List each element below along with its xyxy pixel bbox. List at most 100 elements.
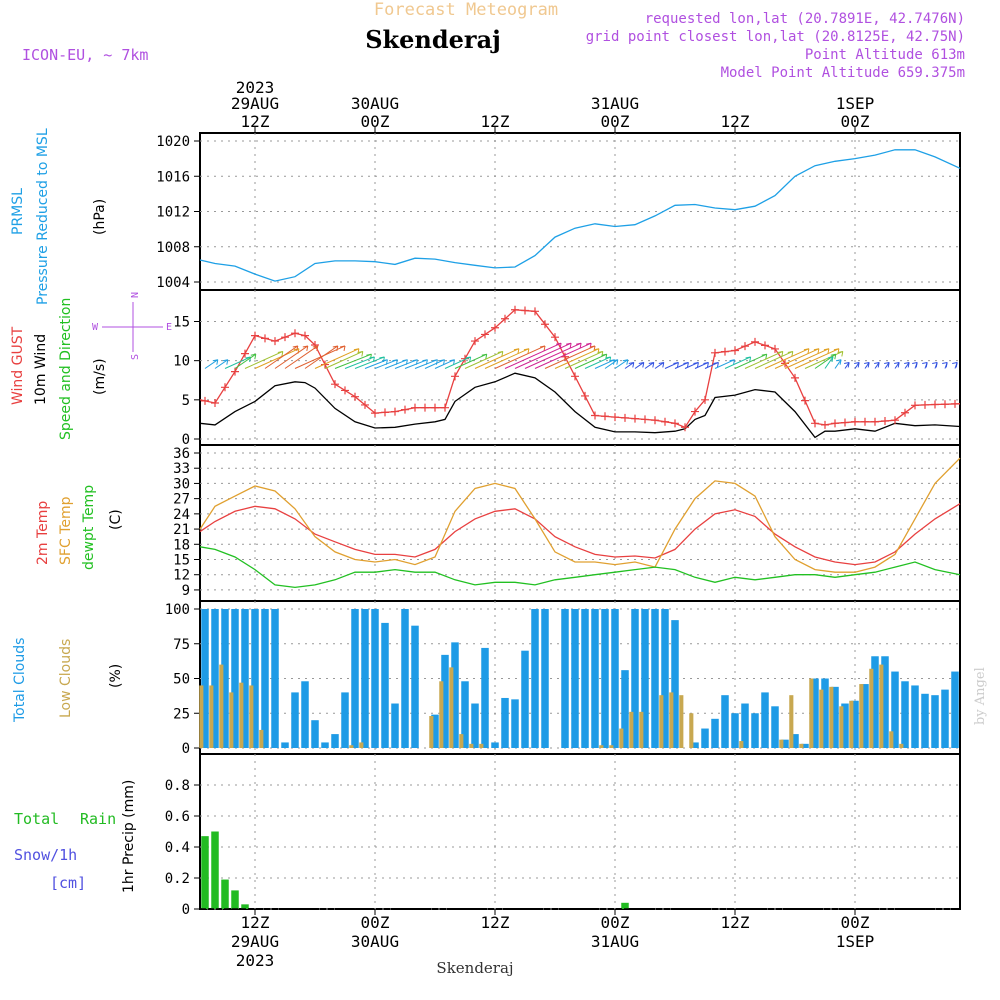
cloud-low-bar [669, 692, 674, 748]
wind-arrow [244, 350, 284, 369]
top-date-label: 30AUG [351, 94, 399, 113]
tick-label: 21 [173, 522, 190, 538]
gust-marker [591, 411, 599, 420]
cloud-total-bar [471, 703, 479, 748]
wind-arrow-head [465, 356, 472, 363]
wind-arrow-head [904, 361, 910, 368]
wind-arrow-head [648, 361, 655, 368]
cloud-total-bar [231, 609, 239, 748]
wind-arrow-head [761, 353, 768, 360]
gust-marker [831, 419, 839, 428]
cloud-total-bar [591, 609, 599, 748]
tick-label: 5 [182, 393, 190, 409]
cloud-total-bar [741, 703, 749, 748]
cloud-total-bar [461, 681, 469, 748]
wind-arrow-head [854, 361, 860, 368]
wind-arrow-head [449, 359, 456, 365]
cloud-low-bar [629, 711, 634, 748]
tick-label: 18 [173, 537, 190, 553]
tick-label: 1016 [156, 169, 190, 185]
wind-arrow-head [745, 356, 752, 363]
wind-arrow [274, 345, 309, 369]
precip-label-total: Total [14, 810, 59, 828]
cloud-total-bar [531, 609, 539, 748]
wind-arrow-head [312, 345, 319, 352]
top-hour-label: 12Z [241, 112, 270, 131]
wind-arrow-head [439, 359, 446, 365]
cloud-total-bar [271, 609, 279, 748]
cloud-low-bar [619, 728, 624, 748]
gust-marker [891, 416, 899, 425]
wind-arrow-head [628, 361, 635, 368]
precip-unit: 1hr Precip (mm) [121, 780, 137, 893]
gust-marker [581, 391, 589, 400]
cloud-total-bar [391, 703, 399, 748]
cloud-total-bar [641, 609, 649, 748]
gust-marker [371, 409, 379, 418]
cloud-total-bar [491, 742, 499, 748]
bottom-hour-label: 00Z [841, 913, 870, 932]
gust-marker [271, 337, 279, 346]
wind-arrow-head [693, 361, 699, 368]
wind-arrow-head [339, 345, 346, 352]
tick-label: 0 [182, 902, 190, 918]
tick-label: 1020 [156, 134, 190, 150]
cloud-unit: (%) [108, 664, 124, 688]
top-date-label: 1SEP [836, 94, 875, 113]
wind-arrow-head [703, 361, 709, 368]
cloud-total-bar [581, 609, 589, 748]
gust-marker [211, 398, 219, 407]
tick-label: 0 [182, 432, 190, 448]
gust-marker [741, 342, 749, 351]
bottom-hour-label: 12Z [481, 913, 510, 932]
cloud-total-bar [221, 609, 229, 748]
cloud-low-bar [209, 685, 214, 748]
cloud-total-bar [841, 703, 849, 748]
precip-label-cm: [cm] [50, 874, 86, 892]
cloud-total-bar [631, 609, 639, 748]
gust-marker [861, 417, 869, 426]
cloud-low-bar [199, 685, 204, 748]
temp-label-dewpt: dewpt Temp [81, 485, 97, 570]
wind-arrow [834, 359, 842, 369]
wind-arrow [234, 353, 257, 369]
wind-arrow-head [803, 348, 810, 354]
tick-label: 12 [173, 568, 190, 584]
tick-label: 15 [173, 553, 190, 569]
precip-labels: Total Rain Snow/1h [cm] 1hr Precip (mm) [14, 780, 137, 893]
wind-arrow-head [952, 361, 958, 368]
wind-arrow-head [729, 359, 736, 365]
rain-bar [211, 831, 219, 909]
gust-marker [921, 400, 929, 409]
cloud-total-bar [771, 706, 779, 748]
gust-marker [521, 306, 529, 315]
cloud-total-bar [311, 720, 319, 748]
top-hour-label: 00Z [361, 112, 390, 131]
cloud-low-bar [659, 695, 664, 748]
wind-unit: (m/s) [92, 358, 108, 395]
tick-label: 0.6 [165, 809, 190, 825]
top-hour-label: 00Z [601, 112, 630, 131]
tick-label: 75 [173, 637, 190, 653]
tick-label: 25 [173, 706, 190, 722]
tick-label: 0.2 [165, 871, 190, 887]
compass-icon: N S W E [92, 292, 172, 360]
wind-arrow [504, 342, 562, 369]
gust-marker [501, 314, 509, 323]
pressure-label-1: PRMSL [10, 188, 26, 235]
wind-arrow [464, 350, 504, 369]
gust-marker [761, 341, 769, 350]
gust-marker [401, 405, 409, 414]
cloud-total-bar [371, 609, 379, 748]
gust-marker [441, 403, 449, 412]
gust-marker [871, 417, 879, 426]
gust-marker [321, 360, 329, 369]
cloud-low-bar [779, 739, 784, 748]
gust-marker [601, 412, 609, 421]
gust-marker [221, 383, 229, 392]
gust-marker [881, 416, 889, 425]
footer-station: Skenderaj [436, 959, 513, 977]
wind-line [199, 372, 961, 439]
tick-label: 0.4 [165, 840, 190, 856]
